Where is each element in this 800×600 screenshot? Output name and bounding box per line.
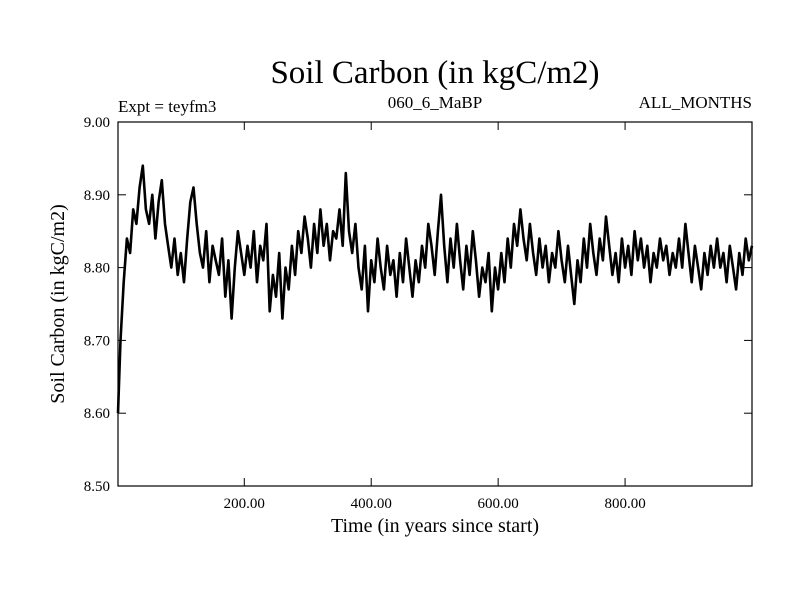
data-series [116,164,754,414]
y-axis-label: Soil Carbon (in kgC/m2) [47,204,69,403]
x-tick-label: 200.00 [224,496,265,512]
axis-ticks: 8.50 8.60 8.70 8.80 8.90 9.00 200.00 400.00 600.… [84,115,752,512]
x-tick-label: 800.00 [604,496,645,512]
y-tick-label: 9.00 [84,115,110,131]
y-tick-label: 8.90 [84,188,110,204]
x-axis-label: Time (in years since start) [331,515,539,537]
chart-title: Soil Carbon (in kgC/m2) [270,55,599,91]
y-tick-label: 8.60 [84,406,110,422]
y-tick-label: 8.80 [84,261,110,277]
x-tick-label: 400.00 [351,496,392,512]
experiment-label: Expt = teyfm3 [118,97,216,116]
y-tick-label: 8.50 [84,479,110,495]
period-label: 060_6_MaBP [388,93,482,112]
x-tick-label: 600.00 [478,496,519,512]
plot-frame [117,121,753,487]
months-label: ALL_MONTHS [639,93,752,112]
y-tick-label: 8.70 [84,333,110,349]
soil-carbon-series-line [116,164,754,414]
